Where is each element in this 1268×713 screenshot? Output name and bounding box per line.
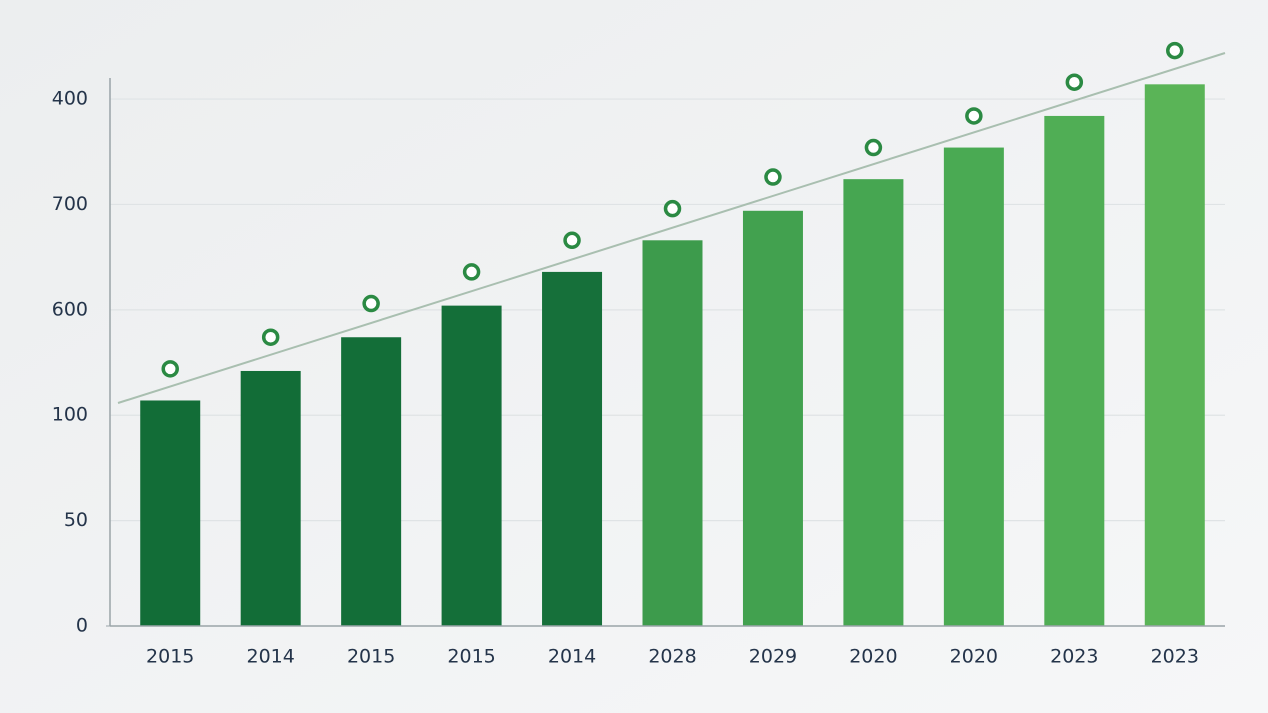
bar — [341, 337, 402, 626]
points — [161, 41, 1184, 378]
x-tick-label: 2023 — [1050, 646, 1098, 668]
bar — [1044, 115, 1105, 626]
y-tick-label: 600 — [52, 298, 88, 320]
bar — [542, 271, 603, 626]
trend-line — [117, 52, 1226, 404]
x-tick-label: 2020 — [849, 646, 897, 668]
marks — [140, 84, 1205, 627]
point — [362, 294, 380, 313]
bar — [943, 147, 1004, 627]
x-tick-label: 2014 — [548, 646, 596, 668]
x-tick-label: 2015 — [146, 646, 194, 668]
y-tick-label: 0 — [76, 615, 88, 637]
y-tick-label: 700 — [52, 193, 88, 215]
y-tick-label: 50 — [64, 509, 88, 531]
point — [563, 231, 581, 250]
bar — [441, 305, 502, 626]
point — [261, 328, 280, 346]
point — [663, 199, 682, 218]
bar — [843, 179, 904, 626]
x-tick-label: 2014 — [247, 646, 295, 668]
point — [965, 107, 983, 125]
y-tick-label: 400 — [52, 88, 88, 110]
x-tick-label: 2028 — [648, 646, 696, 668]
bar — [240, 370, 301, 626]
point — [1065, 73, 1084, 91]
bar — [140, 400, 201, 626]
point — [1166, 41, 1184, 60]
point — [864, 138, 883, 157]
x-tick-label: 2020 — [950, 646, 998, 668]
x-tick-label: 2029 — [749, 646, 797, 668]
bar — [1144, 84, 1205, 627]
point — [764, 168, 782, 186]
y-tick-label: 100 — [52, 404, 88, 426]
point — [462, 263, 481, 281]
bar — [642, 240, 703, 627]
x-tick-label: 2023 — [1151, 646, 1199, 668]
point — [161, 360, 179, 378]
x-tick-label: 2015 — [347, 646, 395, 668]
bar — [742, 210, 803, 627]
x-tick-label: 2015 — [447, 646, 495, 668]
